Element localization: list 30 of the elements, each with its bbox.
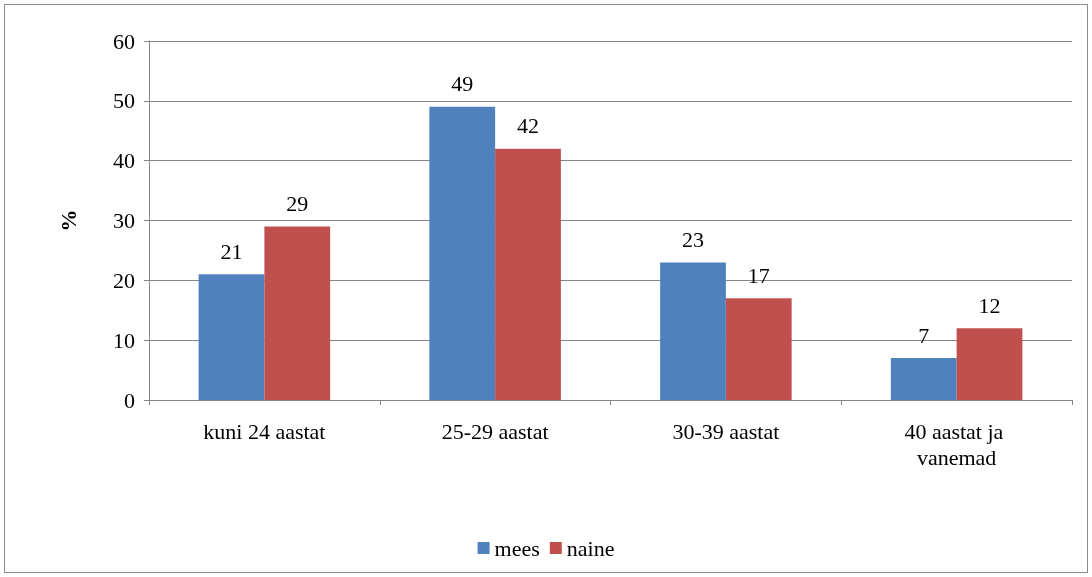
bar [495,148,561,400]
y-tick-label: 60 [113,28,135,54]
y-tick-label: 0 [124,387,135,413]
bar [198,274,265,400]
data-label: 17 [747,262,770,288]
y-tick-label: 40 [113,148,135,174]
y-tick-label: 20 [113,267,135,293]
y-axis-title: % [55,209,81,232]
bar [956,328,1023,400]
x-tick-label: 40 aastat ja vanemad [904,418,1009,470]
bar [264,226,331,400]
bar [660,262,726,400]
y-tick-label: 50 [113,88,135,114]
data-label: 29 [286,190,309,216]
legend-label: mees [494,535,540,561]
bar [725,298,792,400]
data-label: 21 [220,238,243,264]
legend-label: naine [566,535,615,561]
data-label: 49 [451,71,474,97]
data-label: 7 [918,322,930,348]
x-tick-label: 30-39 aastat [672,418,780,444]
bar [890,358,957,400]
y-tick-label: 10 [113,327,135,353]
bar [429,106,496,400]
x-tick-label: 25-29 aastat [441,418,549,444]
data-label: 12 [978,292,1001,318]
data-label: 42 [517,113,540,139]
data-label: 23 [681,226,704,252]
y-tick-label: 30 [113,208,135,233]
x-tick-label: kuni 24 aastat [203,418,326,444]
